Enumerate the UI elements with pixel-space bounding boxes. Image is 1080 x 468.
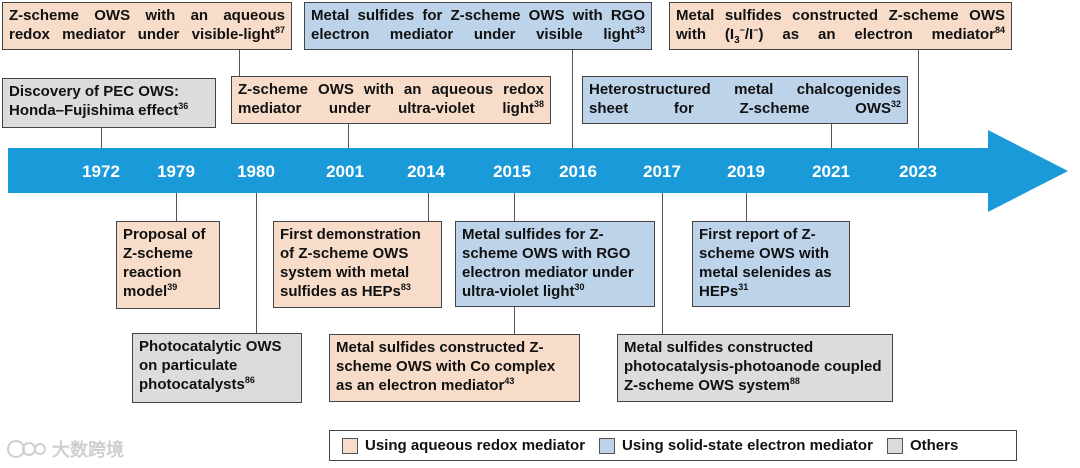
subscript: 3 — [734, 35, 740, 46]
box-zscheme-aqueous-uv: Z-scheme OWS with an aqueous redox media… — [231, 76, 551, 124]
connector-line — [514, 307, 515, 334]
ref-number: 36 — [178, 101, 189, 111]
box-text: Heterostructured metal chalcogenides she… — [589, 81, 901, 117]
box-text: Metal sulfides for Z-scheme OWS with RGO… — [462, 226, 634, 300]
ref-number: 88 — [789, 376, 800, 386]
legend: Using aqueous redox mediator Using solid… — [329, 430, 1017, 461]
ref-number: 31 — [738, 282, 749, 292]
legend-label: Others — [909, 437, 959, 454]
box-pec-honda: Discovery of PEC OWS: Honda–Fujishima ef… — [2, 78, 216, 128]
year-label: 2014 — [407, 162, 445, 181]
box-text: Z-scheme OWS with an aqueous redox media… — [9, 7, 285, 43]
box-selenides: First report of Z-scheme OWS with metal … — [692, 221, 850, 307]
box-text: Proposal of Z-scheme reaction model — [123, 226, 206, 300]
box-zscheme-aqueous-visible: Z-scheme OWS with an aqueous redox media… — [2, 2, 292, 50]
box-text: Z-scheme OWS with an aqueous redox media… — [238, 81, 544, 117]
ref-number: 87 — [274, 25, 285, 35]
watermark-logo-icon — [7, 440, 46, 458]
legend-swatch-others — [886, 437, 903, 454]
connector-line — [348, 124, 349, 148]
year-label: 2019 — [727, 162, 765, 181]
connector-line — [918, 50, 919, 148]
year-label: 1979 — [157, 162, 195, 181]
superscript: − — [739, 25, 745, 35]
box-chalcogenides: Heterostructured metal chalcogenides she… — [582, 76, 908, 124]
legend-item-aqueous: Using aqueous redox mediator — [342, 437, 585, 454]
box-proposal: Proposal of Z-scheme reaction model39 — [116, 221, 220, 309]
legend-swatch-aqueous — [342, 437, 358, 454]
watermark: 大数跨境 — [6, 436, 124, 462]
connector-line — [514, 193, 515, 221]
box-text: ) as an electron mediator — [758, 26, 995, 43]
ref-number: 32 — [890, 99, 901, 109]
connector-line — [256, 193, 257, 333]
box-first-demo: First demonstration of Z-scheme OWS syst… — [273, 221, 442, 308]
box-photoanode: Metal sulfides constructed photocatalysi… — [617, 334, 893, 402]
ref-number: 33 — [634, 25, 645, 35]
connector-line — [831, 124, 832, 148]
year-label: 2023 — [899, 162, 937, 181]
box-sulfides-iodide: Metal sulfides constructed Z-scheme OWS … — [669, 2, 1012, 50]
connector-line — [101, 128, 102, 148]
box-text: Metal sulfides for Z-scheme OWS with RGO… — [311, 7, 645, 43]
year-label: 2021 — [812, 162, 850, 181]
connector-line — [746, 193, 747, 221]
connector-line — [428, 193, 429, 221]
year-label: 1972 — [82, 162, 120, 181]
box-particulate: Photocatalytic OWS on particulate photoc… — [132, 333, 302, 403]
box-text: First demonstration of Z-scheme OWS syst… — [280, 226, 421, 300]
legend-swatch-solid-state — [599, 437, 616, 454]
legend-item-solid-state: Using solid-state electron mediator — [599, 437, 873, 454]
ref-number: 83 — [400, 282, 411, 292]
box-text: Photocatalytic OWS on particulate photoc… — [139, 338, 282, 393]
ref-number: 86 — [244, 375, 255, 385]
box-text: First report of Z-scheme OWS with metal … — [699, 226, 832, 300]
year-label: 2015 — [493, 162, 531, 181]
connector-line — [572, 50, 573, 148]
connector-line — [239, 50, 240, 78]
ref-number: 43 — [504, 376, 515, 386]
box-text: Metal sulfides constructed photocatalysi… — [624, 339, 882, 394]
watermark-text: 大数跨境 — [52, 440, 124, 460]
year-label: 1980 — [237, 162, 275, 181]
box-text: Discovery of PEC OWS: Honda–Fujishima ef… — [9, 83, 180, 119]
ref-number: 39 — [167, 282, 178, 292]
box-sulfides-rgo-uv: Metal sulfides for Z-scheme OWS with RGO… — [455, 221, 655, 307]
superscript: − — [753, 25, 759, 35]
box-co-complex: Metal sulfides constructed Z-scheme OWS … — [329, 334, 580, 402]
timeline-arrow-body — [8, 130, 1068, 212]
year-label: 2016 — [559, 162, 597, 181]
box-text: Metal sulfides constructed Z-scheme OWS … — [676, 7, 1005, 43]
legend-item-others: Others — [886, 437, 959, 454]
ref-number: 84 — [994, 25, 1005, 35]
box-text: /I — [744, 26, 754, 43]
ref-number: 30 — [574, 282, 585, 292]
ref-number: 38 — [533, 99, 544, 109]
year-label: 2017 — [643, 162, 681, 181]
connector-line — [662, 193, 663, 334]
box-text: Metal sulfides constructed Z-scheme OWS … — [336, 339, 556, 394]
legend-label: Using aqueous redox mediator — [365, 437, 586, 454]
box-sulfides-rgo-visible: Metal sulfides for Z-scheme OWS with RGO… — [304, 2, 652, 50]
connector-line — [176, 193, 177, 221]
year-label: 2001 — [326, 162, 364, 181]
legend-label: Using solid-state electron mediator — [622, 437, 873, 454]
